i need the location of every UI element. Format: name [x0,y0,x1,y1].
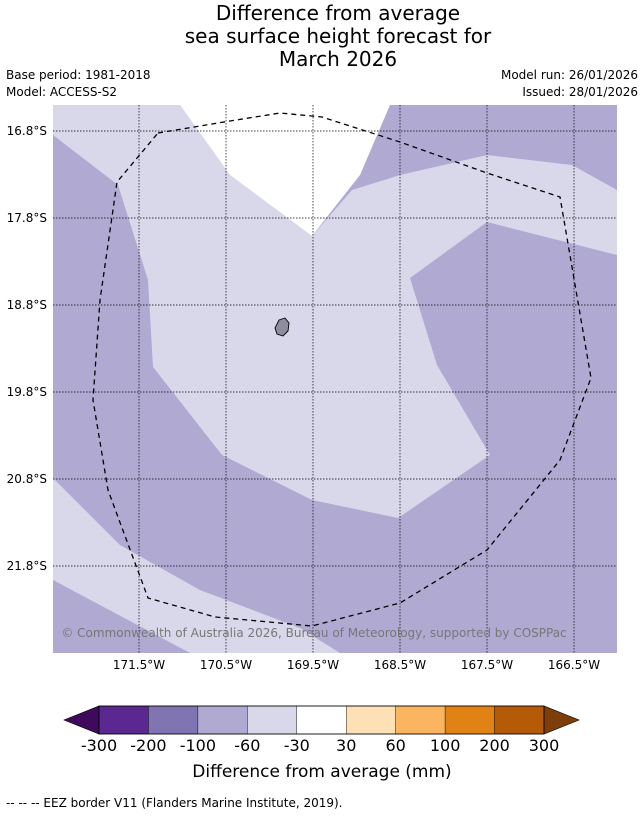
meta-left: Base period: 1981-2018 Model: ACCESS-S2 [6,67,151,101]
colorbar-segment [247,705,297,735]
model-run: Model run: 26/01/2026 [500,68,638,82]
colorbar-segment [395,705,446,735]
lon-label: 169.5°W [287,658,339,672]
anomaly-minus-60-to-30 [53,105,617,518]
lat-labels: 16.8°S 17.8°S 18.8°S 19.8°S 20.8°S 21.8°… [7,124,47,573]
title-line-3: March 2026 [278,47,398,71]
map-area [53,105,617,653]
colorbar [63,705,580,735]
lat-label: 20.8°S [7,472,47,486]
eez-border [92,112,592,627]
eez-legend-note: -- -- -- EEZ border V11 (Flanders Marine… [6,796,343,810]
anomaly-minus-60-to-30-south [53,478,340,653]
title-line-2: sea surface height forecast for [184,24,492,48]
colorbar-arrow-high [543,705,580,735]
map-title: Difference from average sea surface heig… [0,2,644,71]
colorbar-segment [98,705,149,735]
colorbar-segment [346,705,396,735]
colorbar-segment [494,705,545,735]
colorbar-segment [197,705,248,735]
colorbar-segment [444,705,495,735]
colorbar-label: Difference from average (mm) [192,762,452,782]
graticule [53,105,617,653]
lon-label: 170.5°W [200,658,252,672]
colorbar-tick-label: 200 [479,736,510,755]
lat-label: 18.8°S [7,298,47,312]
lon-label: 168.5°W [374,658,426,672]
lon-labels: 171.5°W 170.5°W 169.5°W 168.5°W 167.5°W … [113,658,600,672]
colorbar-tick-label: 300 [529,736,560,755]
colorbar-tick-label: 100 [430,736,461,755]
colorbar-arrow-low [63,705,100,735]
colorbar-tick-label: -30 [284,736,310,755]
lon-label: 171.5°W [113,658,165,672]
colorbar-outline [98,705,545,735]
issued-date: Issued: 28/01/2026 [522,85,638,99]
colorbar-segment [296,705,347,735]
colorbar-tick-label: 30 [336,736,356,755]
lat-label: 17.8°S [7,211,47,225]
lat-label: 19.8°S [7,385,47,399]
base-period: Base period: 1981-2018 [6,68,151,82]
colorbar-tick-label: -300 [81,736,117,755]
colorbar-ticks: -300 -200 -100 -60 -30 30 60 100 200 300 [81,736,559,755]
lat-label: 21.8°S [7,559,47,573]
niue-island [274,317,290,337]
colorbar-segment [148,705,199,735]
lon-label: 166.5°W [548,658,600,672]
copyright-note: © Commonwealth of Australia 2026, Bureau… [61,626,566,640]
colorbar-tick-label: -60 [234,736,260,755]
anomaly-near-zero [180,105,390,236]
title-line-1: Difference from average [215,1,461,25]
colorbar-tick-label: -100 [180,736,216,755]
colorbar-tick-label: 60 [385,736,405,755]
lat-label: 16.8°S [7,124,47,138]
meta-right: Model run: 26/01/2026 Issued: 28/01/2026 [501,67,638,101]
lon-label: 167.5°W [461,658,513,672]
model-name: Model: ACCESS-S2 [6,85,118,99]
colorbar-tick-label: -200 [130,736,166,755]
